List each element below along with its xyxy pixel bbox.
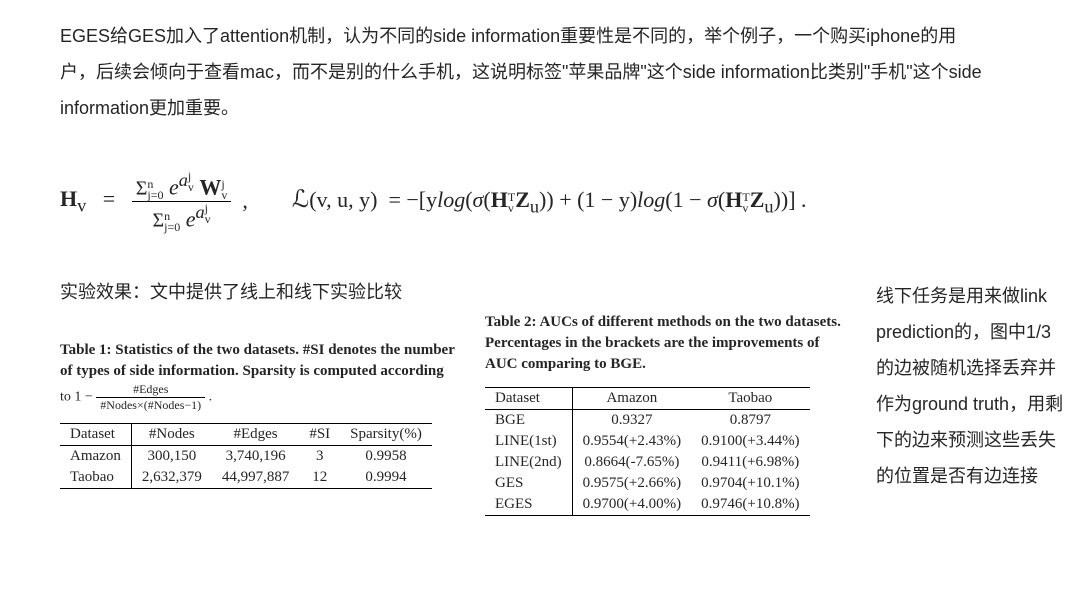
t2-h1: Amazon — [572, 388, 691, 410]
t1-r1c4: 0.9994 — [340, 467, 432, 489]
t1-formula-num: #Edges — [96, 382, 205, 398]
plus: (1 − y) — [577, 187, 637, 212]
t2-r3c1: 0.9575(+2.66%) — [572, 473, 691, 494]
t2-r2c2: 0.9411(+6.98%) — [691, 452, 809, 473]
t2-r4c1: 0.9700(+4.00%) — [572, 494, 691, 516]
Hv3: H — [725, 187, 742, 212]
t2-h2: Taobao — [691, 388, 809, 410]
a-sub: v — [188, 182, 194, 193]
table1-row: Amazon 300,150 3,740,196 3 0.9958 — [60, 446, 432, 468]
t1-h2: #Edges — [212, 424, 300, 446]
Hv-symbol: H — [60, 186, 77, 211]
t1-h3: #SI — [299, 424, 340, 446]
t2-r0c2: 0.8797 — [691, 410, 809, 432]
sigma2: σ — [707, 187, 718, 212]
t2-r1c0: LINE(1st) — [485, 431, 572, 452]
t1-r0c4: 0.9958 — [340, 446, 432, 468]
Zu1: u — [530, 197, 539, 217]
body-paragraph: EGES给GES加入了attention机制，认为不同的side informa… — [60, 18, 990, 126]
Hv2: H — [491, 187, 508, 212]
sidebar-text: 线下任务是用来做link prediction的，图中1/3的边被随机选择丢弃并… — [876, 286, 1063, 486]
formula-block: Hv = Σnj=0 eajv Wjv Σnj=0 eajv , ℒ(v, u,… — [60, 170, 980, 260]
a-num: a — [179, 170, 188, 190]
t1-h1: #Nodes — [131, 424, 212, 446]
t2-r3c2: 0.9704(+10.1%) — [691, 473, 809, 494]
t2-h0: Dataset — [485, 388, 572, 410]
tail: ] . — [788, 187, 806, 212]
t1-formula-den: #Nodes×(#Nodes−1) — [96, 398, 205, 413]
L-args: (v, u, y) — [309, 187, 377, 212]
sum-lower-d: j=0 — [164, 222, 180, 233]
comma: , — [242, 188, 248, 213]
t1-formula-suffix: . — [209, 390, 213, 405]
t1-r0c3: 3 — [299, 446, 340, 468]
table2-caption: Table 2: AUCs of different methods on th… — [485, 312, 845, 375]
t1-r1c3: 12 — [299, 467, 340, 489]
table2-header: Dataset Amazon Taobao — [485, 388, 810, 410]
table1-row: Taobao 2,632,379 44,997,887 12 0.9994 — [60, 467, 432, 489]
sigma-den: Σ — [152, 209, 164, 231]
table1: Dataset #Nodes #Edges #SI Sparsity(%) Am… — [60, 423, 432, 489]
table2-row: LINE(1st) 0.9554(+2.43%) 0.9100(+3.44%) — [485, 431, 810, 452]
paragraph-text: EGES给GES加入了attention机制，认为不同的side informa… — [60, 26, 982, 118]
experiment-summary-text: 实验效果：文中提供了线上和线下实验比较 — [60, 282, 402, 302]
attn-fraction: Σnj=0 eajv Wjv Σnj=0 eajv — [132, 170, 232, 233]
t2-r1c1: 0.9554(+2.43%) — [572, 431, 691, 452]
log2: log — [637, 187, 665, 212]
log1: log — [437, 187, 465, 212]
Z2: Z — [750, 187, 765, 212]
W-sub: v — [221, 190, 227, 201]
Zu2: u — [764, 197, 773, 217]
t1-h4: Sparsity(%) — [340, 424, 432, 446]
Hv-sub: v — [77, 196, 86, 216]
experiment-summary: 实验效果：文中提供了线上和线下实验比较 — [60, 278, 402, 304]
a-den: a — [195, 202, 204, 222]
t2-r0c0: BGE — [485, 410, 572, 432]
Z1: Z — [515, 187, 530, 212]
table1-area: Table 1: Statistics of the two datasets.… — [60, 340, 460, 489]
t2-r2c0: LINE(2nd) — [485, 452, 572, 473]
sigma-num: Σ — [136, 177, 148, 199]
t2-r4c2: 0.9746(+10.8%) — [691, 494, 809, 516]
L-eq: = −[y — [388, 187, 437, 212]
t2-r3c0: GES — [485, 473, 572, 494]
t1-r0c1: 300,150 — [131, 446, 212, 468]
t1-h0: Dataset — [60, 424, 131, 446]
table2-row: EGES 0.9700(+4.00%) 0.9746(+10.8%) — [485, 494, 810, 516]
t1-r0c0: Amazon — [60, 446, 131, 468]
table1-header: Dataset #Nodes #Edges #SI Sparsity(%) — [60, 424, 432, 446]
eq1: = — [103, 186, 115, 211]
W: W — [199, 174, 221, 199]
table1-formula: to 1 − #Edges #Nodes×(#Nodes−1) . — [60, 382, 460, 413]
table2: Dataset Amazon Taobao BGE 0.9327 0.8797 … — [485, 387, 810, 516]
v2: v — [742, 203, 749, 214]
sum-lower-n: j=0 — [147, 190, 163, 201]
e-num: e — [169, 174, 179, 199]
t2-r0c1: 0.9327 — [572, 410, 691, 432]
t2-r2c1: 0.8664(-7.65%) — [572, 452, 691, 473]
t1-formula-prefix: to 1 − — [60, 390, 93, 405]
sigma1: σ — [473, 187, 484, 212]
t1-r1c1: 2,632,379 — [131, 467, 212, 489]
L-symbol: ℒ — [292, 187, 309, 213]
table2-row: GES 0.9575(+2.66%) 0.9704(+10.1%) — [485, 473, 810, 494]
table1-caption: Table 1: Statistics of the two datasets.… — [60, 340, 460, 382]
table2-row: LINE(2nd) 0.8664(-7.65%) 0.9411(+6.98%) — [485, 452, 810, 473]
t2-r1c2: 0.9100(+3.44%) — [691, 431, 809, 452]
t2-r4c0: EGES — [485, 494, 572, 516]
t1-r1c0: Taobao — [60, 467, 131, 489]
t1-r0c2: 3,740,196 — [212, 446, 300, 468]
a-sub-d: v — [205, 214, 211, 225]
sidebar-note: 线下任务是用来做link prediction的，图中1/3的边被随机选择丢弃并… — [876, 278, 1066, 494]
t1-r1c2: 44,997,887 — [212, 467, 300, 489]
table2-row: BGE 0.9327 0.8797 — [485, 410, 810, 432]
table2-area: Table 2: AUCs of different methods on th… — [485, 312, 845, 516]
